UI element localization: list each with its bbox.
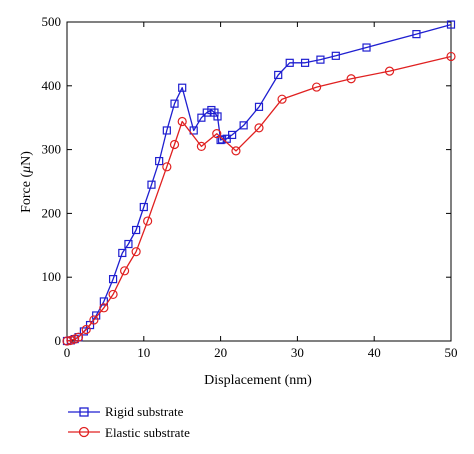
- data-point-rigid: [239, 121, 248, 130]
- data-point-rigid: [285, 58, 294, 67]
- x-tick-label: 40: [368, 345, 381, 360]
- series-line-rigid: [66, 23, 452, 342]
- data-point-elastic: [277, 94, 287, 104]
- y-tick-label: 400: [42, 78, 62, 93]
- data-point-elastic: [131, 247, 141, 257]
- data-point-elastic: [119, 266, 130, 276]
- data-point-rigid: [162, 126, 171, 135]
- y-tick-label: 500: [42, 14, 62, 29]
- data-point-rigid: [139, 202, 148, 212]
- y-tick-label: 100: [42, 269, 62, 284]
- data-point-elastic: [81, 324, 91, 335]
- data-point-elastic: [384, 66, 395, 76]
- data-point-elastic: [99, 303, 109, 313]
- x-axis-label: Displacement (nm): [204, 373, 312, 388]
- data-point-rigid: [202, 108, 211, 117]
- data-point-elastic: [231, 146, 241, 156]
- legend-item-rigid: Rigid substrate: [68, 404, 184, 419]
- data-point-rigid: [147, 180, 156, 189]
- data-point-elastic: [254, 123, 264, 133]
- legend: Rigid substrate Elastic substrate: [68, 404, 190, 440]
- data-point-rigid: [189, 126, 198, 135]
- legend-marker-elastic: [78, 426, 90, 438]
- data-point-elastic: [346, 74, 356, 84]
- data-point-rigid: [218, 135, 227, 144]
- data-point-elastic: [196, 141, 206, 152]
- data-point-rigid: [118, 248, 127, 258]
- x-tick-label: 50: [445, 345, 458, 360]
- x-tick-label: 10: [137, 345, 150, 360]
- data-point-elastic: [446, 51, 456, 62]
- data-point-elastic: [162, 162, 172, 172]
- data-point-elastic: [108, 289, 118, 300]
- series-layer: [62, 20, 456, 346]
- legend-label-elastic: Elastic substrate: [105, 425, 190, 440]
- plot-frame: [66, 21, 452, 342]
- data-point-rigid: [132, 225, 141, 235]
- y-tick-label: 300: [42, 142, 62, 157]
- data-point-rigid: [331, 51, 340, 60]
- data-point-rigid: [213, 112, 222, 121]
- data-point-rigid: [362, 43, 371, 52]
- y-axis-label-prefix: Force (: [19, 173, 34, 213]
- data-point-rigid: [254, 102, 264, 111]
- data-point-elastic: [169, 139, 180, 150]
- data-point-rigid: [412, 30, 421, 39]
- y-axis-label-mu: μ: [19, 166, 34, 174]
- x-tick-label: 20: [214, 345, 227, 360]
- plot-area-border: [66, 21, 452, 342]
- data-point-elastic: [177, 116, 187, 127]
- legend-item-elastic: Elastic substrate: [68, 425, 190, 440]
- data-point-rigid: [92, 311, 101, 320]
- legend-marker-rigid: [79, 407, 89, 417]
- series-line-elastic: [66, 55, 452, 342]
- x-axis-ticks: 0 10 20 30 40 50: [64, 22, 458, 360]
- data-point-rigid: [316, 55, 325, 64]
- data-point-rigid: [300, 58, 310, 67]
- legend-label-rigid: Rigid substrate: [105, 404, 184, 419]
- data-point-rigid: [124, 239, 133, 249]
- data-point-rigid: [170, 99, 179, 108]
- data-point-elastic: [143, 216, 153, 226]
- data-point-rigid: [79, 327, 88, 336]
- data-point-rigid: [178, 83, 187, 92]
- data-point-rigid: [155, 156, 164, 166]
- x-tick-label: 0: [64, 345, 71, 360]
- y-axis-label: Force (μN): [19, 151, 34, 213]
- y-tick-label: 0: [55, 333, 62, 348]
- y-axis-label-suffix: N): [19, 151, 34, 166]
- data-point-rigid: [446, 20, 456, 29]
- data-point-rigid: [228, 130, 237, 140]
- data-point-rigid: [108, 275, 118, 284]
- data-point-elastic: [73, 332, 84, 342]
- y-tick-label: 200: [42, 205, 62, 220]
- data-point-rigid: [99, 297, 108, 306]
- series-elastic: [62, 51, 456, 346]
- data-point-elastic: [212, 129, 222, 139]
- data-point-rigid: [274, 70, 283, 80]
- data-point-elastic: [312, 82, 322, 92]
- data-point-elastic: [66, 335, 76, 345]
- data-point-elastic: [89, 315, 99, 325]
- data-point-rigid: [197, 113, 206, 122]
- x-tick-label: 30: [291, 345, 304, 360]
- y-axis-ticks: 0 100 200 300 400 500: [42, 14, 451, 348]
